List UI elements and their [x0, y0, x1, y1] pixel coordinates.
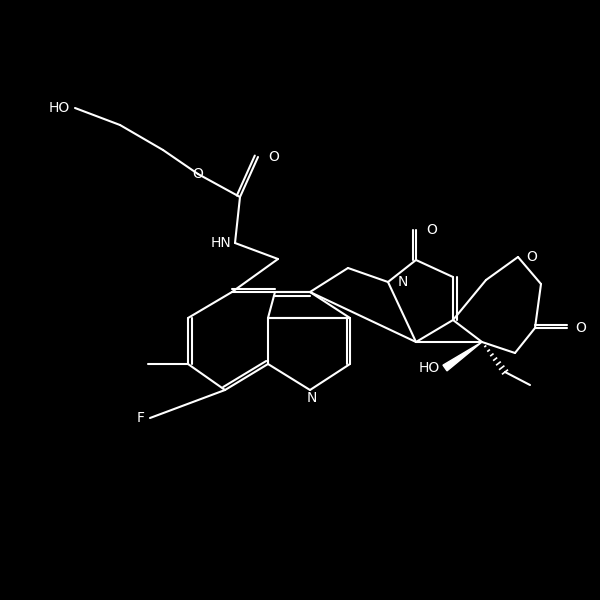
Text: HO: HO: [49, 101, 70, 115]
Text: F: F: [137, 411, 145, 425]
Text: O: O: [575, 321, 586, 335]
Text: O: O: [193, 167, 203, 181]
Text: HO: HO: [419, 361, 440, 375]
Polygon shape: [443, 342, 482, 371]
Text: O: O: [268, 150, 279, 164]
Text: HN: HN: [210, 236, 231, 250]
Text: N: N: [307, 391, 317, 405]
Text: O: O: [426, 223, 437, 237]
Text: N: N: [398, 275, 409, 289]
Text: O: O: [526, 250, 537, 264]
